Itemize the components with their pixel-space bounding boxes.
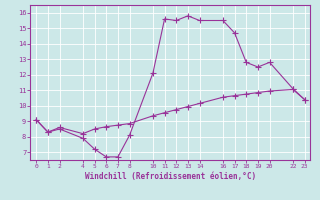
X-axis label: Windchill (Refroidissement éolien,°C): Windchill (Refroidissement éolien,°C) <box>85 172 256 181</box>
